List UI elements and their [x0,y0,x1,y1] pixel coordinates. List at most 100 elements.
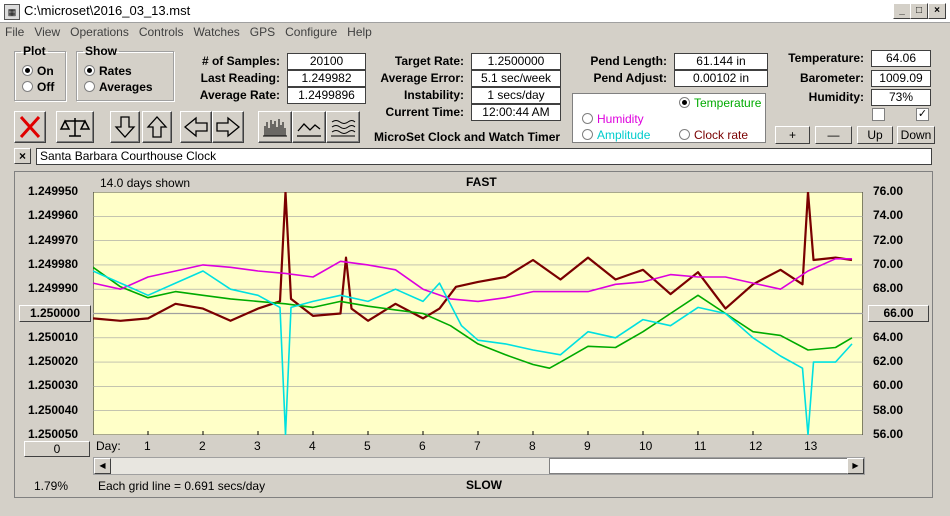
right-tick-label: 58.00 [873,402,904,417]
right-tick-label: 60.00 [873,378,904,393]
bar-view-button[interactable] [258,111,292,143]
last-reading-value: 1.249982 [287,70,366,87]
menu-help[interactable]: Help [347,25,372,39]
x-tick-label: 7 [474,439,481,453]
barometer-value: 1009.09 [871,70,931,87]
menu-view[interactable]: View [34,25,61,39]
delete-button[interactable] [14,111,46,143]
show-averages-radio[interactable]: Averages [84,80,153,94]
temperature-label: Temperature: [788,51,864,65]
title-bar: ▦ C:\microset\2016_03_13.mst _ □ × [0,0,950,23]
show-rates-radio[interactable]: Rates [84,64,132,78]
scroll-right-button[interactable] [212,111,244,143]
red-x-icon [19,115,41,139]
close-window-button[interactable]: × [928,3,946,19]
left-tick-label: 1.249950 [28,184,79,198]
pend-adjust-label: Pend Adjust: [593,71,667,85]
right-center-value[interactable]: 66.00 [868,305,929,322]
plus-button[interactable]: + [775,126,810,144]
arrow-right-icon [216,116,241,138]
down-button[interactable]: Down [897,126,935,144]
up-button[interactable]: Up [857,126,893,144]
x-tick-label: 10 [639,439,653,453]
last-reading-label: Last Reading: [200,71,280,85]
x-tick-label: 5 [364,439,371,453]
scroll-right-arrow[interactable]: ▶ [847,458,864,474]
instability-value: 1 secs/day [471,87,561,104]
left-tick-label: 1.250040 [28,402,79,417]
plot-legend: Plot [23,44,46,58]
plot-area [93,192,863,435]
instability-label: Instability: [403,88,464,102]
checkbox-left[interactable] [872,108,885,121]
menu-controls[interactable]: Controls [138,25,184,39]
day-axis-label: Day: [96,439,121,453]
app-icon: ▦ [4,4,20,20]
right-tick-label: 64.00 [873,329,904,344]
scroll-left-button[interactable] [180,111,212,143]
series-amplitude-line [93,270,853,435]
x-tick-label: 12 [749,439,763,453]
x-tick-label: 11 [694,439,707,453]
series-lines [93,192,853,435]
move-down-button[interactable] [110,111,140,143]
target-rate-label: Target Rate: [394,54,464,68]
average-error-value: 5.1 sec/week [471,70,561,87]
menu-operations[interactable]: Operations [70,25,129,39]
left-tick-label: 1.250030 [28,378,79,393]
samples-value: 20100 [287,53,366,70]
x-tick-label: 4 [309,439,316,453]
zero-button[interactable]: 0 [24,441,90,457]
left-tick-label: 1.250020 [28,354,79,369]
move-up-button[interactable] [142,111,172,143]
plot-off-radio[interactable]: Off [22,80,54,94]
days-shown-label: 14.0 days shown [100,176,191,190]
wave-view-button[interactable] [326,111,360,143]
menu-gps[interactable]: GPS [249,25,276,39]
x-tick-label: 3 [254,439,261,453]
x-tick-label: 9 [584,439,591,453]
series-humidity-line [93,258,852,303]
right-tick-label: 62.00 [873,354,904,369]
x-tick-label: 13 [804,439,818,453]
left-tick-label: 1.249960 [28,208,79,223]
grid-note: Each grid line = 0.691 secs/day [98,479,266,493]
maximize-button[interactable]: □ [910,3,928,19]
plot-on-radio[interactable]: On [22,64,54,78]
mode-amplitude-radio[interactable]: Amplitude [582,128,650,142]
checkbox-right[interactable]: ✓ [916,108,929,121]
current-time-value: 12:00:44 AM [471,104,561,121]
window-title: C:\microset\2016_03_13.mst [24,3,191,18]
x-tick-label: 2 [199,439,206,453]
left-center-value[interactable]: 1.250000 [19,305,91,322]
scroll-thumb[interactable] [549,458,849,474]
mode-clockrate-radio[interactable]: Clock rate [679,128,748,142]
plot-group: Plot [14,44,66,101]
scroll-left-arrow[interactable]: ◀ [94,458,111,474]
minus-button[interactable]: — [815,126,852,144]
graph-panel [14,171,933,498]
arrow-up-icon [146,116,168,138]
horizontal-scrollbar[interactable]: ◀ ▶ [93,457,865,475]
fast-label: FAST [466,175,497,189]
right-tick-label: 56.00 [873,427,904,441]
right-tick-label: 76.00 [873,184,904,198]
menu-watches[interactable]: Watches [193,25,240,39]
clock-name-field[interactable]: Santa Barbara Courthouse Clock [36,148,932,165]
average-rate-label: Average Rate: [199,88,280,102]
bar-graph-icon [263,119,287,137]
line-view-button[interactable] [292,111,326,143]
show-group: Show [76,44,174,101]
balance-scale-icon [59,118,91,137]
mode-humidity-radio[interactable]: Humidity [582,112,644,126]
minimize-button[interactable]: _ [893,3,911,19]
mode-temperature-radio[interactable]: Temperature [679,96,761,110]
clear-name-button[interactable]: × [14,148,31,164]
balance-button[interactable] [56,111,94,143]
menu-file[interactable]: File [5,25,25,39]
arrow-left-icon [183,116,208,138]
wave-icon [331,120,356,137]
menu-configure[interactable]: Configure [285,25,338,39]
current-time-label: Current Time: [385,105,464,119]
average-error-label: Average Error: [380,71,464,85]
